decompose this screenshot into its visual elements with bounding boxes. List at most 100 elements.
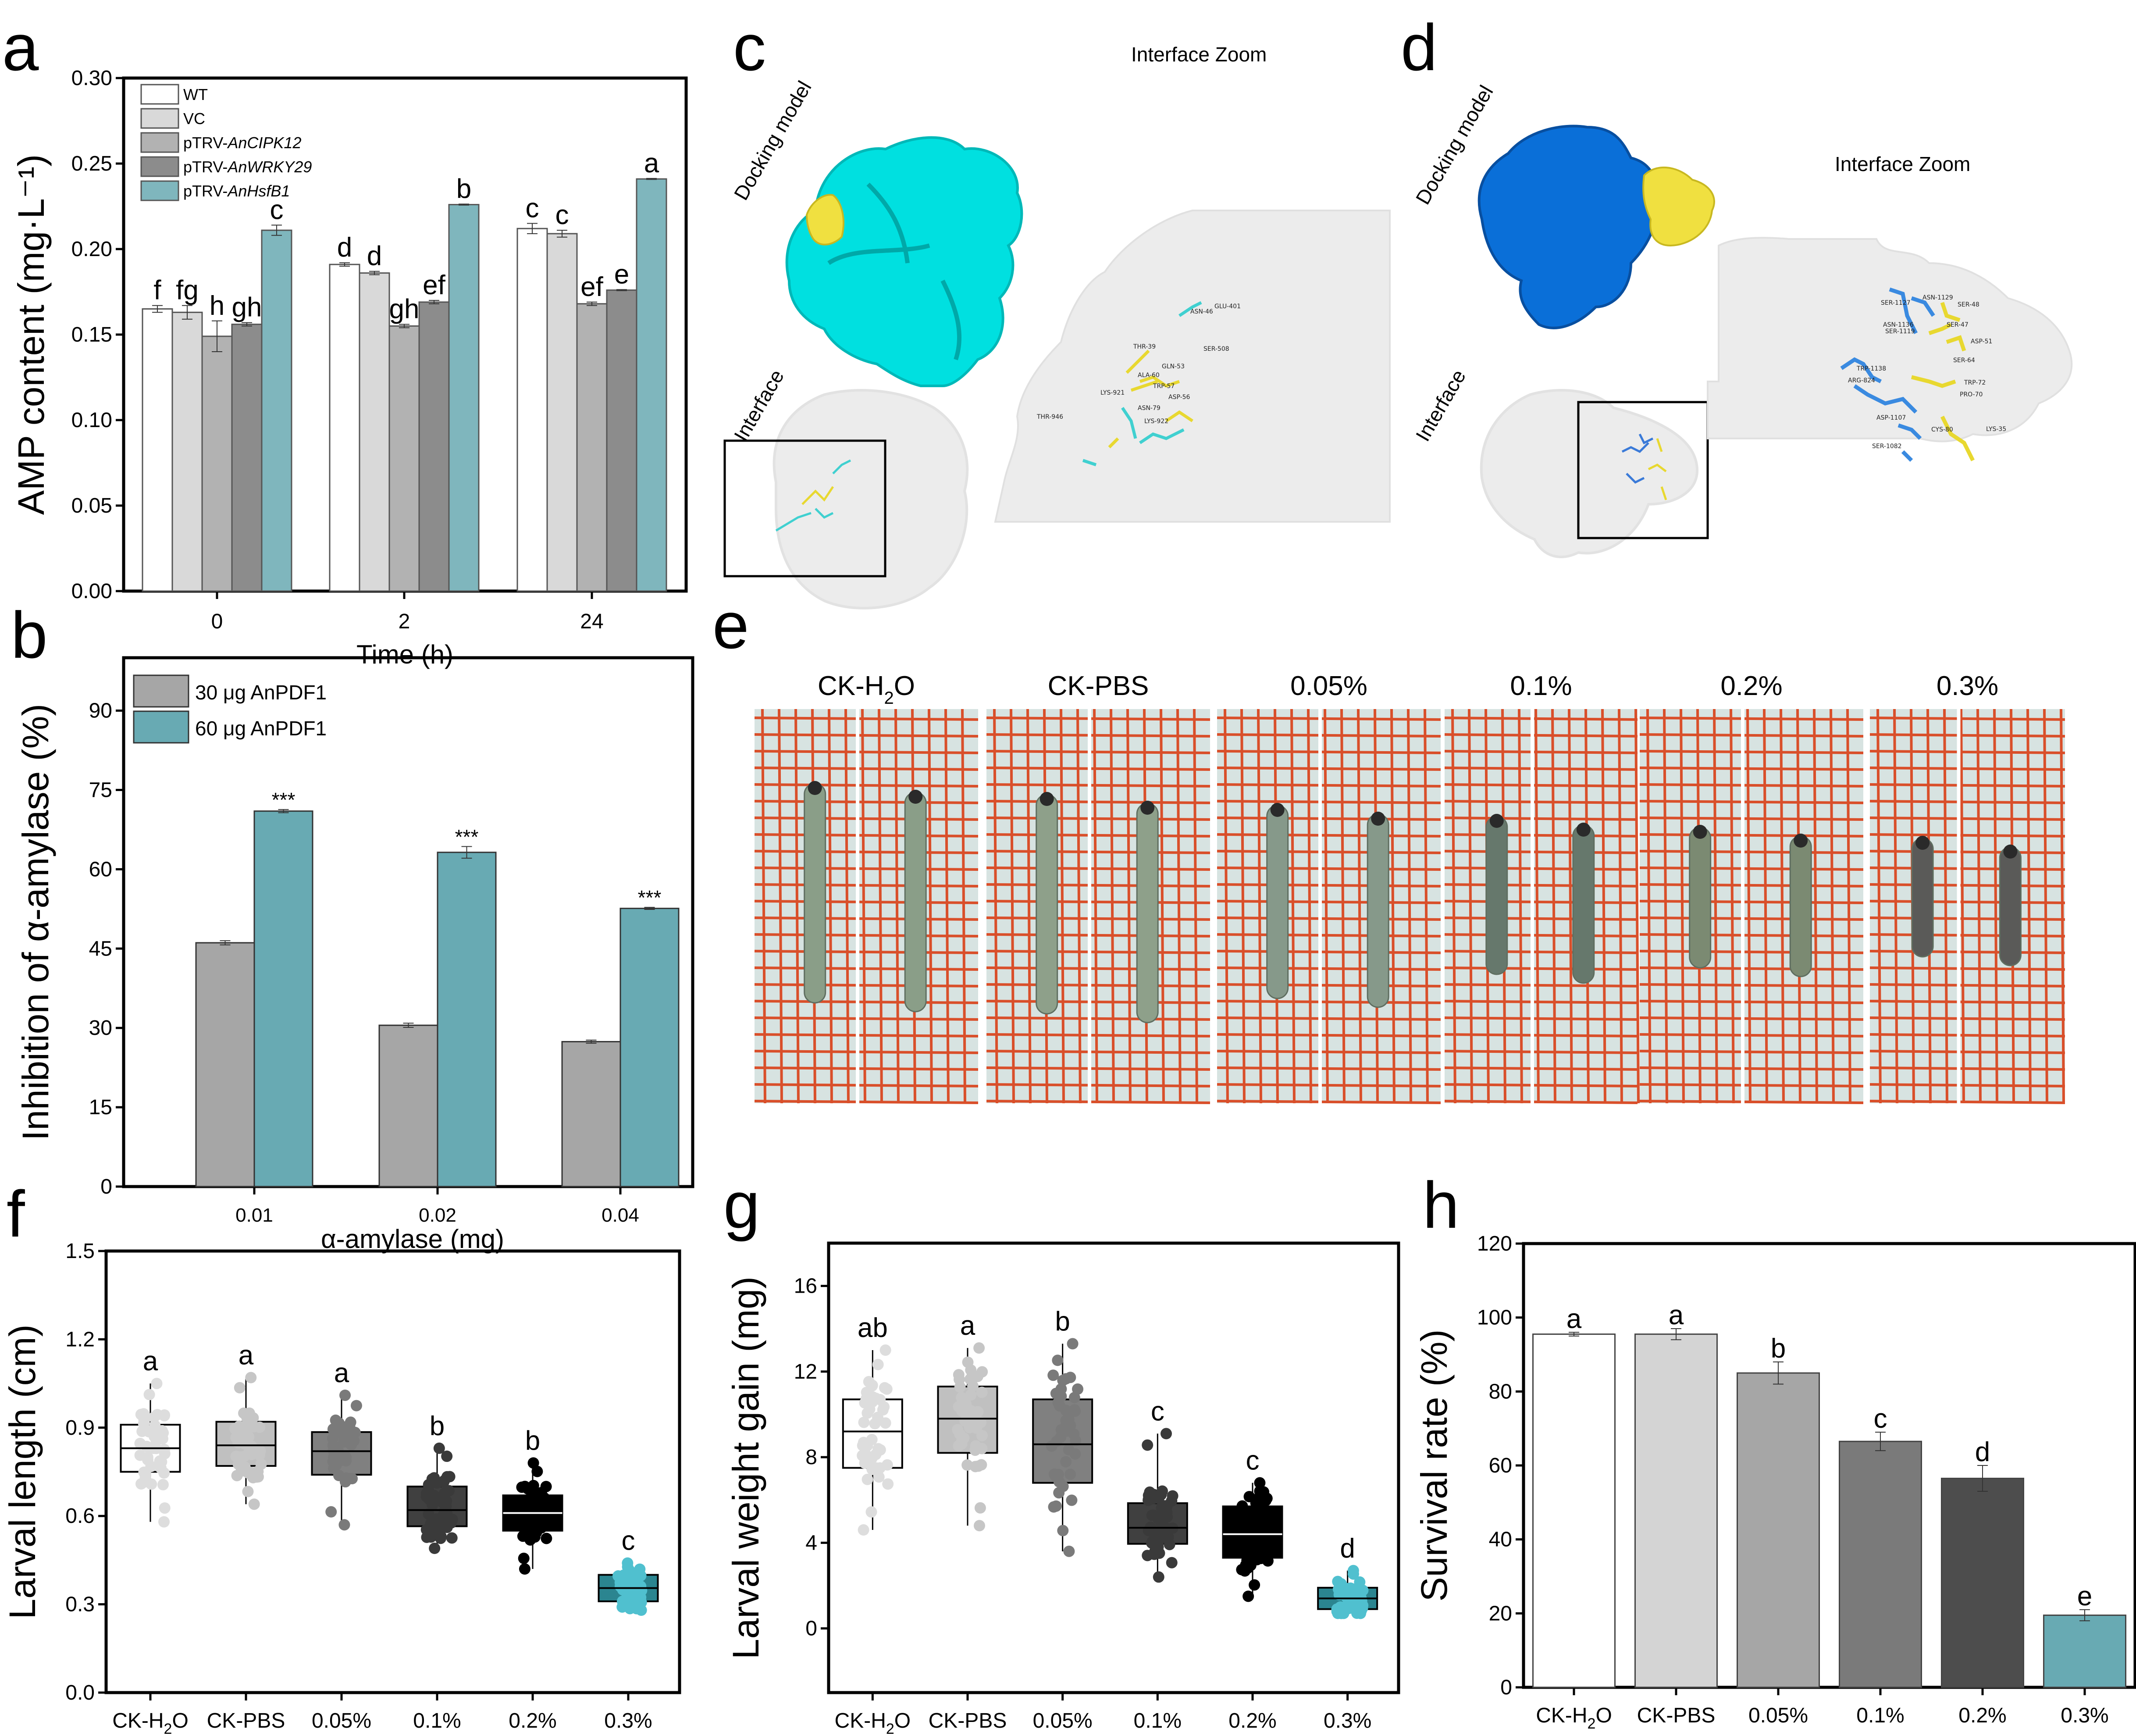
data-point: [1057, 1525, 1069, 1536]
data-point: [954, 1373, 965, 1385]
x-tick-label: 0.05%: [1748, 1704, 1808, 1727]
interface-sticks-mini-d: [1621, 433, 1667, 500]
grid-line: [754, 933, 979, 938]
y-tick-label: 80: [1489, 1380, 1512, 1403]
grid-line: [1444, 833, 1638, 838]
grid-line: [1217, 1050, 1441, 1054]
grid-line: [1444, 733, 1638, 738]
grid-line: [754, 750, 979, 754]
y-tick-label: 16: [794, 1275, 817, 1298]
data-point: [325, 1506, 337, 1518]
grid-line: [1746, 709, 1752, 1104]
panel-letter-d: d: [1401, 11, 1437, 84]
grid-line: [1993, 709, 1998, 1104]
y-tick-label: 0.25: [71, 152, 112, 175]
grid-line: [1324, 709, 1329, 1104]
data-point: [1157, 1485, 1168, 1497]
label-part: CK-H: [112, 1709, 164, 1732]
photo-label-subscript: 2: [884, 688, 894, 708]
grid-line: [754, 950, 979, 954]
data-point: [446, 1514, 458, 1526]
data-point: [881, 1383, 893, 1395]
data-point: [252, 1465, 264, 1477]
grid-line: [2060, 709, 2065, 1104]
data-point: [541, 1533, 552, 1544]
photo-label-text: CK-H: [818, 671, 884, 701]
grid-line: [1960, 709, 1965, 1104]
grid-line: [1869, 766, 2065, 771]
bar-WT-2: [329, 264, 360, 592]
data-point: [159, 1448, 171, 1460]
grid-line: [1390, 709, 1396, 1104]
grid-line: [1813, 709, 1818, 1104]
panel-letter-g: g: [723, 1168, 760, 1242]
grid-line: [1176, 709, 1182, 1104]
significance-stars: ***: [272, 788, 295, 811]
larva: [1367, 813, 1389, 1008]
x-axis-title: α-amylase (mg): [321, 1224, 504, 1254]
data-point: [878, 1401, 890, 1413]
grid-line: [1240, 709, 1246, 1104]
residue-label: ASP-51: [1971, 338, 1992, 345]
plot-frame: [827, 1241, 1400, 1694]
data-point: [134, 1449, 146, 1461]
data-point: [621, 1593, 633, 1605]
grid-line: [1518, 709, 1523, 1104]
y-tick-label: 0.20: [71, 238, 112, 261]
grid-line: [1943, 709, 1948, 1104]
grid-line: [1680, 709, 1685, 1104]
larva: [804, 783, 826, 1004]
grid-line: [1217, 750, 1441, 754]
legend-label: 30 μg AnPDF1: [195, 681, 327, 704]
photo-group-4: [1639, 709, 1864, 1104]
residue-label: THR-39: [1133, 343, 1156, 350]
data-point: [523, 1494, 535, 1505]
data-point: [535, 1487, 547, 1499]
grid-line: [1026, 709, 1032, 1104]
legend-swatch-30 μg AnPDF1: [133, 674, 189, 708]
grid-line: [986, 833, 1210, 838]
data-point: [145, 1461, 157, 1472]
grid-line: [986, 1050, 1210, 1054]
grid-line: [1869, 1066, 2065, 1071]
data-point: [860, 1449, 872, 1461]
data-point: [139, 1476, 150, 1488]
grid-line: [1010, 709, 1015, 1104]
panel-c-docking: Docking model Interface Interface Zoom: [723, 43, 1391, 610]
grid-line: [1639, 900, 1864, 904]
data-point: [1236, 1500, 1248, 1512]
significance-letter: d: [1340, 1533, 1355, 1564]
grid-line: [1869, 933, 2065, 938]
grid-line: [1869, 1100, 2065, 1104]
legend-label-gene: AnCIPK12: [227, 134, 301, 152]
bar-0.1%: [1839, 1440, 1922, 1688]
y-tick-label: 0: [805, 1617, 817, 1640]
x-tick-label: 0.3%: [604, 1709, 652, 1732]
y-tick-label: 60: [1489, 1454, 1512, 1477]
photo-group-0: [754, 709, 979, 1104]
data-point: [973, 1520, 985, 1532]
data-point: [248, 1498, 260, 1510]
data-point: [879, 1344, 891, 1356]
data-point: [873, 1471, 885, 1483]
grid-line: [986, 1100, 1210, 1104]
residue-label: CYS-80: [1931, 426, 1953, 433]
grid-line: [986, 783, 1210, 788]
data-point: [521, 1515, 533, 1527]
chart-a-amp-content: 0.00 0.05 0.10 0.15 0.20 0.25 0.30 AMP content …: [11, 67, 688, 669]
grid-line: [1893, 709, 1898, 1104]
data-point: [1158, 1500, 1170, 1512]
legend-label: WT: [183, 86, 208, 103]
significance-letter: d: [1975, 1437, 1990, 1467]
graph-paper-background: [755, 709, 978, 1103]
grid-line: [1639, 766, 1864, 771]
grid-line: [986, 1033, 1210, 1037]
photo-group-5: [1869, 709, 2065, 1104]
grid-line: [1869, 1033, 2065, 1037]
larva-head: [2003, 845, 2018, 859]
grid-line: [1713, 709, 1718, 1104]
data-point: [1166, 1557, 1178, 1568]
grid-line: [754, 833, 979, 838]
data-point: [157, 1427, 169, 1439]
grid-line: [754, 966, 979, 971]
